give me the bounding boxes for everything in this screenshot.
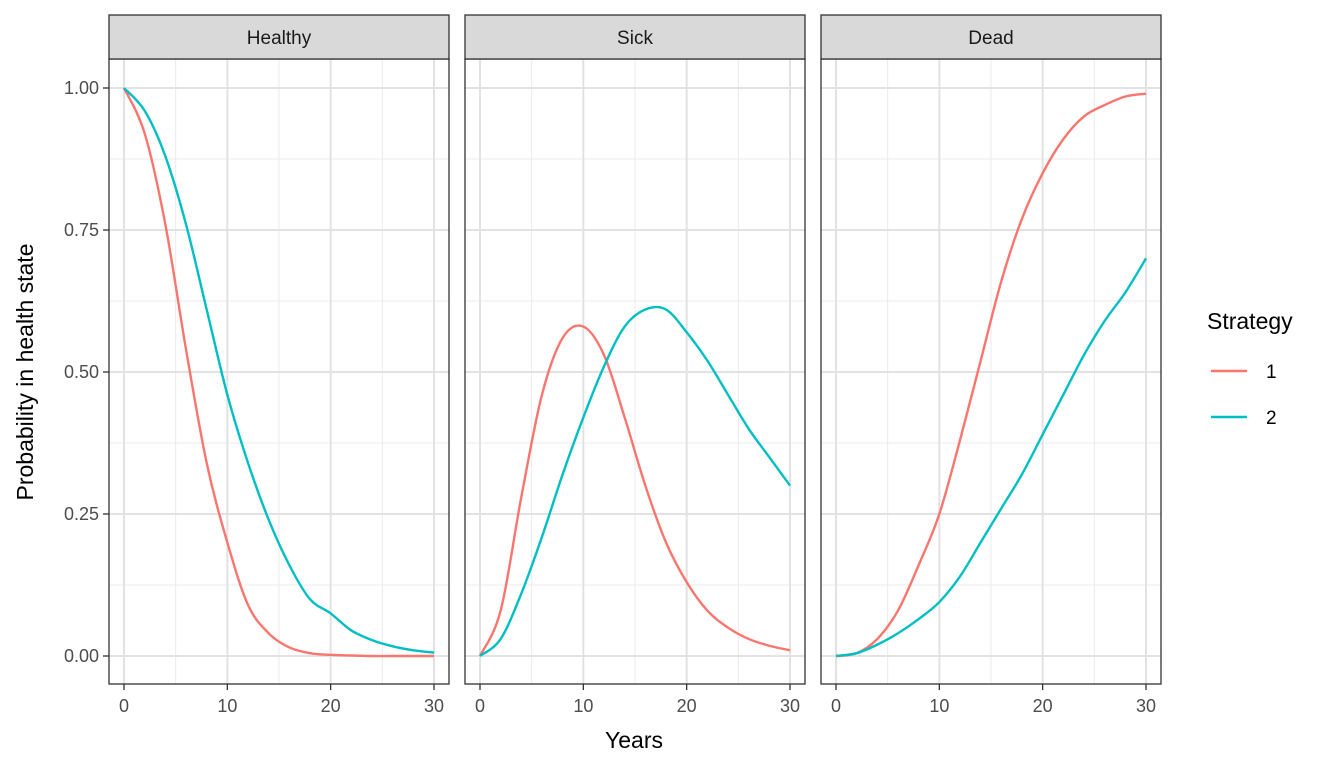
series-line-2 bbox=[123, 87, 435, 654]
y-tick-label: 1.00 bbox=[64, 78, 99, 98]
y-tick-label: 0.25 bbox=[64, 504, 99, 524]
panel-dead: Dead 0 10 20 30 bbox=[820, 14, 1162, 716]
legend: Strategy 1 2 bbox=[1207, 308, 1293, 429]
x-tick-label: 10 bbox=[217, 696, 237, 716]
y-tick-label: 0.75 bbox=[64, 220, 99, 240]
facet-strip-label: Dead bbox=[968, 28, 1013, 49]
panels-group: Healthy 0 10 20 30 Sick 0 10 20 30 Dead 0 10 20 30 0.00… bbox=[64, 14, 1162, 716]
x-tick-label: 30 bbox=[1136, 696, 1156, 716]
x-axis-label: Years bbox=[605, 727, 663, 753]
legend-label-2: 2 bbox=[1266, 408, 1277, 429]
y-axis-label: Probability in health state bbox=[12, 244, 38, 501]
series-line-1 bbox=[122, 87, 434, 658]
series-line-2 bbox=[835, 257, 1148, 658]
series-line-2 bbox=[479, 305, 791, 657]
y-tick-label: 0.00 bbox=[64, 646, 99, 666]
x-tick-label: 30 bbox=[424, 696, 444, 716]
facet-strip-label: Sick bbox=[617, 28, 653, 49]
panel-healthy: Healthy 0 10 20 30 bbox=[108, 14, 450, 716]
x-tick-label: 20 bbox=[677, 696, 697, 716]
panel-sick: Sick 0 10 20 30 bbox=[464, 14, 806, 716]
legend-label-1: 1 bbox=[1266, 362, 1277, 383]
x-tick-label: 0 bbox=[831, 696, 841, 716]
facet-strip bbox=[464, 14, 806, 60]
facet-strip-label: Healthy bbox=[247, 28, 312, 49]
legend-title: Strategy bbox=[1207, 308, 1293, 334]
y-tick-label: 0.50 bbox=[64, 362, 99, 382]
x-tick-label: 20 bbox=[321, 696, 341, 716]
x-tick-label: 0 bbox=[475, 696, 485, 716]
series-line-1 bbox=[478, 324, 791, 657]
x-tick-label: 10 bbox=[929, 696, 949, 716]
series-line-1 bbox=[835, 92, 1147, 658]
x-tick-label: 0 bbox=[119, 696, 129, 716]
facet-strip bbox=[820, 14, 1162, 60]
x-tick-label: 10 bbox=[573, 696, 593, 716]
x-tick-label: 20 bbox=[1033, 696, 1053, 716]
facet-strip bbox=[108, 14, 450, 60]
x-tick-label: 30 bbox=[780, 696, 800, 716]
